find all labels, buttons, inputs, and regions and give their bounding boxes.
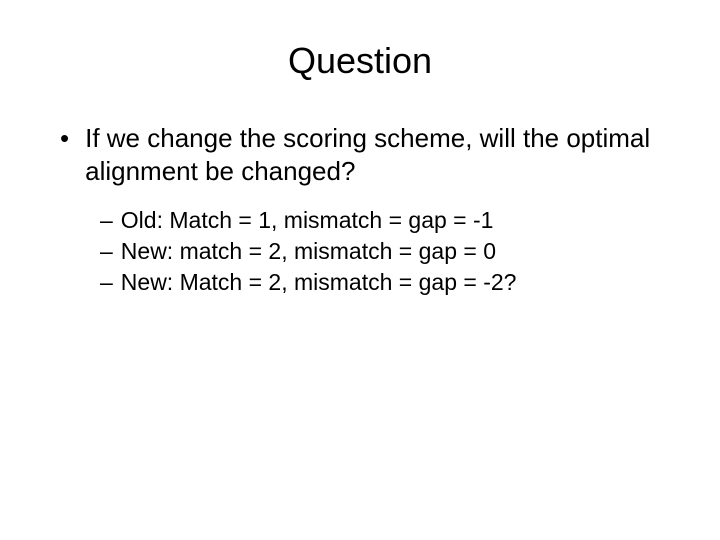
sub-bullet-marker: – (100, 205, 113, 236)
sub-bullet-text: New: Match = 2, mismatch = gap = -2? (121, 267, 670, 298)
sub-bullet-text: Old: Match = 1, mismatch = gap = -1 (121, 205, 670, 236)
sub-bullet: – New: match = 2, mismatch = gap = 0 (100, 236, 670, 267)
sub-bullet-marker: – (100, 267, 113, 298)
sub-bullet-text: New: match = 2, mismatch = gap = 0 (121, 236, 670, 267)
sub-bullet-marker: – (100, 236, 113, 267)
main-bullet: • If we change the scoring scheme, will … (60, 122, 670, 187)
sub-bullet-list: – Old: Match = 1, mismatch = gap = -1 – … (100, 205, 670, 298)
sub-bullet: – New: Match = 2, mismatch = gap = -2? (100, 267, 670, 298)
main-bullet-text: If we change the scoring scheme, will th… (85, 122, 670, 187)
bullet-marker: • (60, 122, 69, 187)
slide-title: Question (50, 40, 670, 82)
sub-bullet: – Old: Match = 1, mismatch = gap = -1 (100, 205, 670, 236)
